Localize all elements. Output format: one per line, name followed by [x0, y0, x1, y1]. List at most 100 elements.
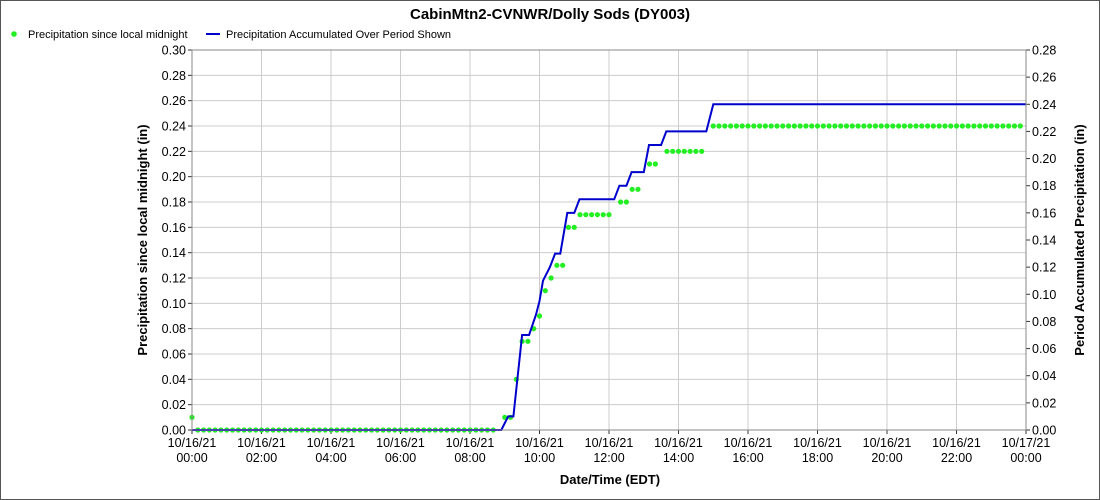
data-point [896, 123, 902, 129]
data-point [867, 123, 873, 129]
data-point [548, 275, 554, 281]
data-point [762, 123, 768, 129]
data-point [780, 123, 786, 129]
data-point [536, 313, 543, 319]
left-tick-label: 0.08 [162, 322, 186, 336]
x-tick-date: 10/16/21 [168, 436, 217, 450]
data-point [600, 212, 606, 218]
chart-title: CabinMtn2-CVNWR/Dolly Sods (DY003) [410, 6, 690, 23]
data-point [635, 186, 641, 192]
data-point [977, 123, 983, 129]
data-point [971, 123, 977, 129]
data-point [542, 288, 548, 294]
x-tick-time: 10:00 [524, 451, 555, 465]
data-point [768, 123, 774, 129]
right-tick-label: 0.26 [1032, 71, 1056, 85]
legend-label-line: Precipitation Accumulated Over Period Sh… [226, 29, 451, 41]
data-point [728, 123, 734, 129]
right-tick-label: 0.16 [1032, 206, 1056, 220]
x-tick-time: 20:00 [871, 451, 902, 465]
data-point [525, 338, 531, 344]
data-point [1006, 123, 1012, 129]
data-point [913, 123, 919, 129]
data-point [606, 212, 612, 218]
x-tick-date: 10/16/21 [376, 436, 425, 450]
right-tick-label: 0.02 [1032, 396, 1056, 410]
left-tick-label: 0.26 [162, 94, 186, 108]
left-tick-label: 0.16 [162, 221, 186, 235]
data-point [785, 123, 792, 129]
data-point [919, 123, 925, 129]
data-point [803, 123, 809, 129]
data-point [826, 123, 832, 129]
x-tick-date: 10/16/21 [793, 436, 842, 450]
legend-marker-points [11, 31, 17, 37]
data-point [664, 148, 670, 154]
x-tick-date: 10/16/21 [932, 436, 981, 450]
data-point [814, 123, 821, 129]
x-tick-time: 04:00 [315, 451, 346, 465]
data-point [751, 123, 757, 129]
x-tick-time: 12:00 [593, 451, 624, 465]
right-tick-label: 0.08 [1032, 315, 1056, 329]
data-point [965, 123, 971, 129]
data-point [699, 148, 705, 154]
x-tick-date: 10/16/21 [237, 436, 286, 450]
data-point [930, 123, 936, 129]
data-point [936, 123, 942, 129]
x-tick-date: 10/16/21 [515, 436, 564, 450]
data-point [617, 199, 624, 205]
data-point [942, 123, 948, 129]
right-tick-label: 0.06 [1032, 342, 1056, 356]
x-tick-date: 10/16/21 [307, 436, 356, 450]
right-tick-label: 0.20 [1032, 152, 1056, 166]
data-point [722, 123, 728, 129]
data-point [583, 212, 589, 218]
right-tick-label: 0.10 [1032, 288, 1056, 302]
data-point [948, 123, 954, 129]
data-point [884, 123, 890, 129]
x-tick-time: 00:00 [1010, 451, 1041, 465]
left-tick-label: 0.04 [162, 373, 186, 387]
left-tick-label: 0.18 [162, 196, 186, 210]
data-point [774, 123, 780, 129]
x-tick-date: 10/17/21 [1002, 436, 1051, 450]
left-tick-label: 0.02 [162, 398, 186, 412]
right-axis-ticks: 0.00 0.02 0.04 0.06 0.08 0.10 0.12 0.14 0.16 0.18… [1026, 44, 1056, 438]
data-point [745, 123, 751, 129]
left-tick-label: 0.28 [162, 69, 186, 83]
x-tick-time: 02:00 [246, 451, 277, 465]
data-point [560, 262, 566, 268]
data-point [959, 123, 965, 129]
left-tick-label: 0.10 [162, 297, 186, 311]
data-point [953, 123, 960, 129]
data-point [994, 123, 1000, 129]
data-point [733, 123, 740, 129]
data-point [629, 186, 635, 192]
right-tick-label: 0.28 [1032, 44, 1056, 58]
x-tick-time: 00:00 [176, 451, 207, 465]
left-tick-label: 0.24 [162, 120, 186, 134]
data-point [791, 123, 797, 129]
legend-label-points: Precipitation since local midnight [28, 29, 188, 41]
data-point [652, 161, 658, 167]
left-tick-label: 0.22 [162, 145, 186, 159]
left-tick-label: 0.30 [162, 44, 186, 58]
data-point [693, 148, 699, 154]
data-point [924, 123, 931, 129]
x-tick-time: 18:00 [802, 451, 833, 465]
data-point [988, 123, 994, 129]
x-tick-date: 10/16/21 [863, 436, 912, 450]
right-tick-label: 0.18 [1032, 179, 1056, 193]
data-point [878, 123, 884, 129]
right-tick-label: 0.14 [1032, 234, 1056, 248]
x-tick-time: 22:00 [941, 451, 972, 465]
plot-area-border [191, 49, 1027, 431]
data-point [797, 123, 803, 129]
data-point [843, 123, 850, 129]
x-tick-time: 16:00 [732, 451, 763, 465]
data-point [716, 123, 722, 129]
data-point [681, 148, 687, 154]
